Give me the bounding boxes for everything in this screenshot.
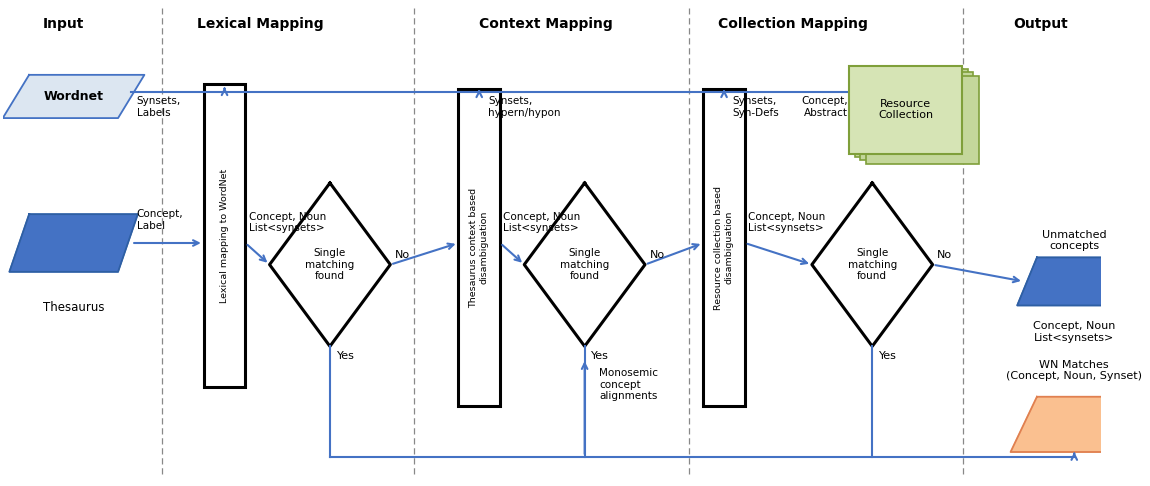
FancyBboxPatch shape — [849, 66, 963, 154]
Text: Single
matching
found: Single matching found — [305, 248, 354, 281]
Polygon shape — [812, 183, 933, 347]
Text: Concept, Noun
List<synsets>: Concept, Noun List<synsets> — [749, 212, 826, 233]
Text: Yes: Yes — [879, 351, 897, 361]
Polygon shape — [524, 183, 645, 347]
FancyBboxPatch shape — [866, 76, 979, 164]
Text: Concept, Noun
List<synsets>: Concept, Noun List<synsets> — [1033, 321, 1116, 343]
Text: No: No — [937, 250, 952, 260]
Text: Synsets,
Labels: Synsets, Labels — [137, 96, 181, 118]
Text: Yes: Yes — [337, 351, 354, 361]
Text: Single
matching
found: Single matching found — [560, 248, 610, 281]
Text: No: No — [650, 250, 665, 260]
Text: Concept, Noun
List<synsets>: Concept, Noun List<synsets> — [504, 212, 581, 233]
Text: Concept,
Abstract: Concept, Abstract — [802, 96, 848, 118]
Text: Wordnet: Wordnet — [44, 90, 104, 103]
Text: Yes: Yes — [591, 351, 610, 361]
Text: Thesaurus: Thesaurus — [43, 301, 105, 313]
Text: Concept, Noun
List<synsets>: Concept, Noun List<synsets> — [248, 212, 325, 233]
Polygon shape — [1011, 397, 1138, 452]
Text: WN Matches
(Concept, Noun, Synset): WN Matches (Concept, Noun, Synset) — [1006, 360, 1142, 381]
FancyBboxPatch shape — [204, 85, 245, 387]
Text: Synsets,
Syn-Defs: Synsets, Syn-Defs — [733, 96, 780, 118]
Text: No: No — [394, 250, 409, 260]
Text: Collection Mapping: Collection Mapping — [719, 17, 868, 32]
Polygon shape — [2, 75, 145, 118]
Text: Monosemic
concept
alignments: Monosemic concept alignments — [599, 368, 658, 401]
Text: Lexical mapping to WordNet: Lexical mapping to WordNet — [220, 169, 229, 303]
FancyBboxPatch shape — [459, 89, 500, 406]
Polygon shape — [1018, 258, 1132, 306]
FancyBboxPatch shape — [703, 89, 745, 406]
Text: Lexical Mapping: Lexical Mapping — [198, 17, 324, 32]
Text: Unmatched
concepts: Unmatched concepts — [1042, 230, 1106, 251]
Text: Resource collection based
disambiguation: Resource collection based disambiguation — [714, 186, 734, 310]
Text: Thesaurus context based
disambiguation: Thesaurus context based disambiguation — [469, 188, 489, 308]
Text: Context Mapping: Context Mapping — [480, 17, 613, 32]
Text: Synsets,
hypern/hypon: Synsets, hypern/hypon — [488, 96, 560, 118]
Text: Concept,
Label: Concept, Label — [137, 209, 183, 231]
Text: Resource
Collection: Resource Collection — [879, 99, 934, 121]
Text: Input: Input — [43, 17, 84, 32]
Text: Output: Output — [1013, 17, 1067, 32]
Text: Single
matching
found: Single matching found — [848, 248, 897, 281]
Polygon shape — [269, 183, 390, 347]
FancyBboxPatch shape — [860, 72, 973, 160]
Polygon shape — [9, 214, 138, 272]
FancyBboxPatch shape — [854, 69, 968, 157]
